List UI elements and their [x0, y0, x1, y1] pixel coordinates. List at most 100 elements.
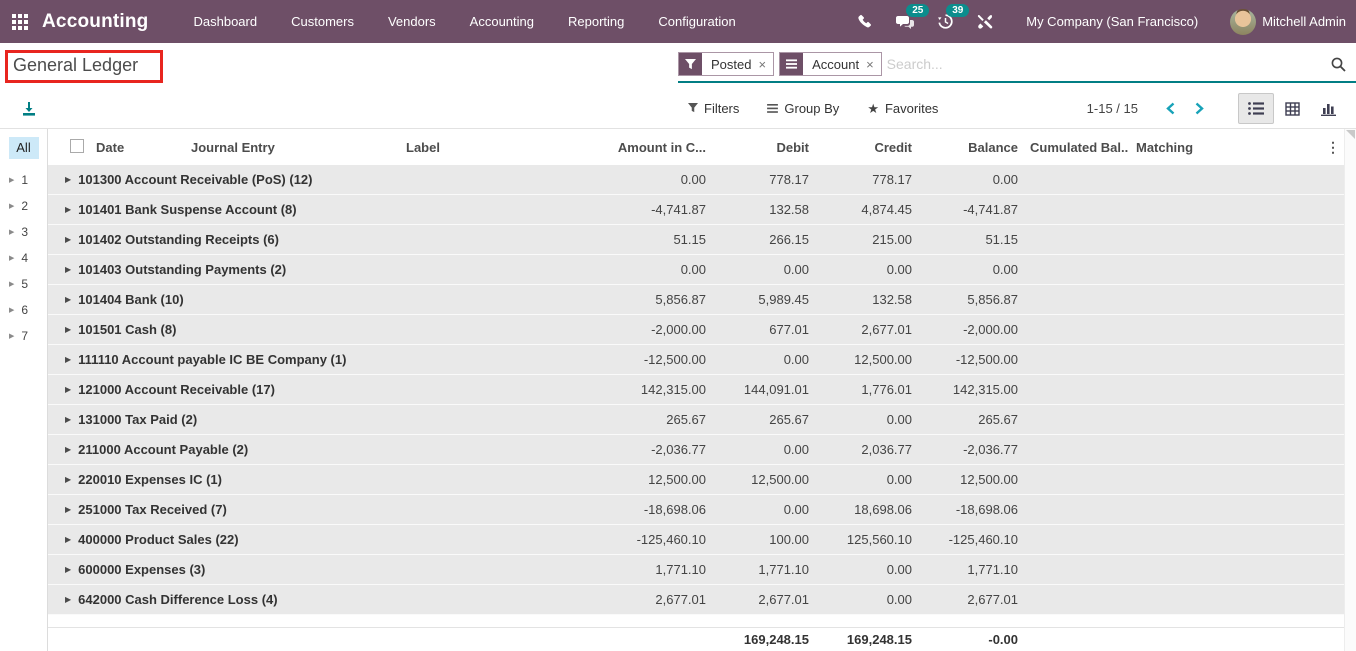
table-group-row[interactable]: ▶ 101404 Bank (10) 5,856.87 5,989.45 132…: [48, 285, 1356, 315]
export-download-icon[interactable]: [21, 101, 37, 117]
column-header-cumulated-balance[interactable]: Cumulated Bal...: [1022, 140, 1128, 155]
group-name-cell: ▶ 121000 Account Receivable (17): [48, 382, 550, 397]
column-header-amount-in-currency[interactable]: Amount in C...: [550, 140, 710, 155]
debug-tools-icon[interactable]: [968, 0, 1002, 43]
account-group-name: 131000 Tax Paid (2): [78, 412, 197, 427]
expand-caret-icon[interactable]: ▶: [65, 325, 71, 334]
graph-view-button[interactable]: [1310, 93, 1346, 124]
table-group-row[interactable]: ▶ 101403 Outstanding Payments (2) 0.00 0…: [48, 255, 1356, 285]
column-header-debit[interactable]: Debit: [710, 140, 813, 155]
optional-columns-icon[interactable]: ⋮: [1238, 139, 1344, 156]
column-header-balance[interactable]: Balance: [916, 140, 1022, 155]
pivot-view-button[interactable]: [1274, 93, 1310, 124]
table-group-row[interactable]: ▶ 111110 Account payable IC BE Company (…: [48, 345, 1356, 375]
search-input[interactable]: [887, 56, 1325, 72]
amount-in-currency-cell: -12,500.00: [550, 352, 710, 367]
search-icon[interactable]: [1325, 57, 1356, 72]
select-all-checkbox[interactable]: [70, 139, 84, 153]
column-header-date[interactable]: Date: [88, 140, 183, 155]
messages-icon[interactable]: 25: [888, 0, 922, 43]
expand-caret-icon[interactable]: ▶: [65, 355, 71, 364]
sidebar-group-item[interactable]: ▶ 5: [0, 271, 47, 297]
expand-caret-icon: ▶: [9, 306, 14, 314]
nav-menu-item[interactable]: Vendors: [371, 0, 453, 43]
credit-cell: 0.00: [813, 592, 916, 607]
pager-next-icon[interactable]: [1185, 98, 1214, 119]
facet-remove-icon[interactable]: ×: [758, 53, 773, 75]
control-panel-top: General Ledger Posted × Account ×: [0, 43, 1356, 89]
amount-in-currency-cell: 5,856.87: [550, 292, 710, 307]
column-header-matching[interactable]: Matching: [1128, 140, 1238, 155]
table-group-row[interactable]: ▶ 101501 Cash (8) -2,000.00 677.01 2,677…: [48, 315, 1356, 345]
column-header-credit[interactable]: Credit: [813, 140, 916, 155]
table-group-row[interactable]: ▶ 220010 Expenses IC (1) 12,500.00 12,50…: [48, 465, 1356, 495]
table-group-row[interactable]: ▶ 131000 Tax Paid (2) 265.67 265.67 0.00…: [48, 405, 1356, 435]
sidebar-group-item[interactable]: ▶ 4: [0, 245, 47, 271]
table-group-row[interactable]: ▶ 600000 Expenses (3) 1,771.10 1,771.10 …: [48, 555, 1356, 585]
activities-icon[interactable]: 39: [928, 0, 962, 43]
credit-cell: 2,036.77: [813, 442, 916, 457]
nav-menu-item[interactable]: Dashboard: [177, 0, 275, 43]
company-switcher[interactable]: My Company (San Francisco): [1026, 14, 1198, 29]
expand-caret-icon: ▶: [9, 228, 14, 236]
group-name-cell: ▶ 400000 Product Sales (22): [48, 532, 550, 547]
expand-caret-icon[interactable]: ▶: [65, 205, 71, 214]
phone-icon[interactable]: [848, 0, 882, 43]
nav-menu-item[interactable]: Customers: [274, 0, 371, 43]
expand-caret-icon[interactable]: ▶: [65, 265, 71, 274]
app-brand[interactable]: Accounting: [42, 11, 149, 33]
search-view[interactable]: Posted × Account ×: [678, 49, 1356, 83]
nav-menu-item[interactable]: Reporting: [551, 0, 641, 43]
expand-caret-icon[interactable]: ▶: [65, 235, 71, 244]
expand-caret-icon[interactable]: ▶: [65, 475, 71, 484]
group-by-button[interactable]: Group By: [767, 101, 839, 116]
expand-caret-icon: ▶: [9, 176, 14, 184]
sidebar-group-item[interactable]: ▶ 1: [0, 167, 47, 193]
table-group-row[interactable]: ▶ 101401 Bank Suspense Account (8) -4,74…: [48, 195, 1356, 225]
credit-cell: 215.00: [813, 232, 916, 247]
expand-caret-icon[interactable]: ▶: [65, 535, 71, 544]
account-group-name: 101300 Account Receivable (PoS) (12): [78, 172, 312, 187]
expand-caret-icon[interactable]: ▶: [65, 595, 71, 604]
debit-cell: 0.00: [710, 502, 813, 517]
pager-previous-icon[interactable]: [1156, 98, 1185, 119]
favorites-button[interactable]: ★ Favorites: [867, 101, 938, 117]
filters-button[interactable]: Filters: [688, 101, 739, 116]
top-navbar: Accounting DashboardCustomersVendorsAcco…: [0, 0, 1356, 43]
sidebar-item-all[interactable]: All: [9, 137, 39, 159]
table-group-row[interactable]: ▶ 400000 Product Sales (22) -125,460.10 …: [48, 525, 1356, 555]
table-group-row[interactable]: ▶ 642000 Cash Difference Loss (4) 2,677.…: [48, 585, 1356, 615]
balance-cell: -2,036.77: [916, 442, 1022, 457]
table-group-row[interactable]: ▶ 251000 Tax Received (7) -18,698.06 0.0…: [48, 495, 1356, 525]
sidebar-group-item[interactable]: ▶ 6: [0, 297, 47, 323]
nav-menu-item[interactable]: Accounting: [453, 0, 551, 43]
list-view-button[interactable]: [1238, 93, 1274, 124]
table-group-row[interactable]: ▶ 101402 Outstanding Receipts (6) 51.15 …: [48, 225, 1356, 255]
sidebar-group-item[interactable]: ▶ 2: [0, 193, 47, 219]
account-group-name: 101403 Outstanding Payments (2): [78, 262, 286, 277]
user-menu[interactable]: Mitchell Admin: [1230, 9, 1346, 35]
table-group-row[interactable]: ▶ 101300 Account Receivable (PoS) (12) 0…: [48, 165, 1356, 195]
nav-menu-item[interactable]: Configuration: [641, 0, 752, 43]
debit-cell: 1,771.10: [710, 562, 813, 577]
balance-cell: 265.67: [916, 412, 1022, 427]
vertical-scrollbar[interactable]: [1344, 129, 1356, 651]
table-group-row[interactable]: ▶ 211000 Account Payable (2) -2,036.77 0…: [48, 435, 1356, 465]
expand-caret-icon[interactable]: ▶: [65, 505, 71, 514]
sidebar-group-number: 6: [21, 303, 28, 317]
sidebar-group-item[interactable]: ▶ 7: [0, 323, 47, 349]
page-title: General Ledger: [13, 55, 138, 75]
expand-caret-icon[interactable]: ▶: [65, 565, 71, 574]
sidebar-group-item[interactable]: ▶ 3: [0, 219, 47, 245]
account-group-name: 400000 Product Sales (22): [78, 532, 238, 547]
facet-remove-icon[interactable]: ×: [866, 53, 881, 75]
column-header-journal-entry[interactable]: Journal Entry: [183, 140, 398, 155]
expand-caret-icon[interactable]: ▶: [65, 445, 71, 454]
column-header-label[interactable]: Label: [398, 140, 550, 155]
expand-caret-icon[interactable]: ▶: [65, 295, 71, 304]
table-group-row[interactable]: ▶ 121000 Account Receivable (17) 142,315…: [48, 375, 1356, 405]
expand-caret-icon[interactable]: ▶: [65, 385, 71, 394]
expand-caret-icon[interactable]: ▶: [65, 415, 71, 424]
expand-caret-icon[interactable]: ▶: [65, 175, 71, 184]
apps-menu-icon[interactable]: [12, 14, 28, 30]
